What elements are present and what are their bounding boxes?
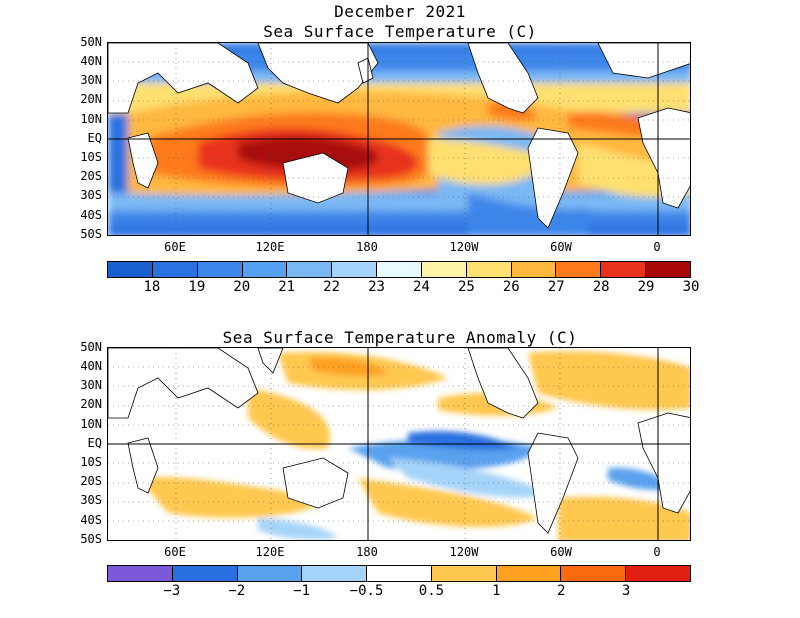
colorbar-swatch <box>108 566 173 581</box>
colorbar-tick-label: −2 <box>228 583 246 599</box>
colorbar-swatch <box>152 262 198 277</box>
lon-label: 180 <box>356 545 378 559</box>
lon-label: 60W <box>550 240 572 254</box>
colorbar-tick-label: 20 <box>233 279 251 295</box>
colorbar-swatch <box>646 262 690 277</box>
lon-label: 60W <box>550 545 572 559</box>
lat-label: 50S <box>80 227 102 241</box>
colorbar-tick-label: −3 <box>163 583 181 599</box>
colorbar-tick-label: 25 <box>457 279 475 295</box>
lat-label: 30N <box>80 378 102 392</box>
colorbar-swatch <box>197 262 243 277</box>
colorbar-swatch <box>561 566 627 581</box>
figure-title-sst: Sea Surface Temperature (C) <box>263 22 537 41</box>
colorbar-swatch <box>496 566 562 581</box>
colorbar-swatch <box>431 566 497 581</box>
lat-label: 30S <box>80 493 102 507</box>
figure-title-anomaly: Sea Surface Temperature Anomaly (C) <box>222 328 578 347</box>
lat-label: 10S <box>80 150 102 164</box>
colorbar-tick-label: −0.5 <box>349 583 384 599</box>
colorbar-tick-label: 18 <box>143 279 161 295</box>
colorbar-swatch <box>287 262 333 277</box>
colorbar-swatch <box>332 262 378 277</box>
anomaly-map <box>107 347 691 541</box>
lat-label: 40S <box>80 513 102 527</box>
lat-label: EQ <box>87 436 102 450</box>
lon-label: 0 <box>653 240 661 254</box>
lat-label: 50N <box>80 340 102 354</box>
colorbar-tick-label: 22 <box>323 279 341 295</box>
colorbar-tick-label: 0.5 <box>418 583 445 599</box>
lat-label: 20S <box>80 169 102 183</box>
colorbar-tick-label: 1 <box>492 583 501 599</box>
anomaly-colorbar <box>107 565 691 582</box>
lat-label: 10N <box>80 112 102 126</box>
figure-title-date: December 2021 <box>334 2 466 21</box>
lat-label: 40N <box>80 359 102 373</box>
lat-label: 10S <box>80 455 102 469</box>
lon-label: 60E <box>164 545 186 559</box>
lat-label: 10N <box>80 417 102 431</box>
lat-label: 40S <box>80 208 102 222</box>
colorbar-swatch <box>466 262 512 277</box>
lat-label: 50S <box>80 532 102 546</box>
lat-label: 20S <box>80 474 102 488</box>
colorbar-swatch <box>242 262 288 277</box>
colorbar-swatch <box>421 262 467 277</box>
lon-label: 0 <box>653 545 661 559</box>
colorbar-tick-label: 23 <box>368 279 385 295</box>
lat-label: 40N <box>80 54 102 68</box>
colorbar-tick-label: 2 <box>557 583 566 599</box>
colorbar-swatch <box>237 566 303 581</box>
colorbar-swatch <box>377 262 422 277</box>
colorbar-tick-label: 29 <box>637 279 655 295</box>
lat-label: 30N <box>80 73 102 87</box>
lat-label: 20N <box>80 397 102 411</box>
sst-map <box>107 42 691 236</box>
colorbar-tick-label: 26 <box>502 279 520 295</box>
lon-label: 120E <box>255 240 285 254</box>
colorbar-tick-label: 28 <box>592 279 610 295</box>
colorbar-tick-label: 27 <box>547 279 565 295</box>
colorbar-swatch <box>367 566 432 581</box>
colorbar-swatch <box>601 262 647 277</box>
colorbar-tick-label: −1 <box>293 583 311 599</box>
lat-label: 20N <box>80 92 102 106</box>
lat-label: 30S <box>80 188 102 202</box>
colorbar-swatch <box>302 566 368 581</box>
colorbar-tick-label: 30 <box>682 279 700 295</box>
colorbar-tick-label: 24 <box>413 279 430 295</box>
sst-colorbar <box>107 261 691 278</box>
lon-label: 180 <box>356 240 378 254</box>
colorbar-swatch <box>556 262 602 277</box>
lon-label: 120W <box>449 545 479 559</box>
lon-label: 60E <box>164 240 186 254</box>
colorbar-tick-label: 19 <box>188 279 206 295</box>
colorbar-swatch <box>172 566 238 581</box>
colorbar-swatch <box>511 262 557 277</box>
lon-label: 120E <box>255 545 285 559</box>
colorbar-swatch <box>108 262 153 277</box>
colorbar-tick-label: 21 <box>278 279 296 295</box>
lon-label: 120W <box>449 240 479 254</box>
lat-label: 50N <box>80 35 102 49</box>
lat-label: EQ <box>87 131 102 145</box>
colorbar-tick-label: 3 <box>621 583 631 599</box>
colorbar-swatch <box>626 566 691 581</box>
